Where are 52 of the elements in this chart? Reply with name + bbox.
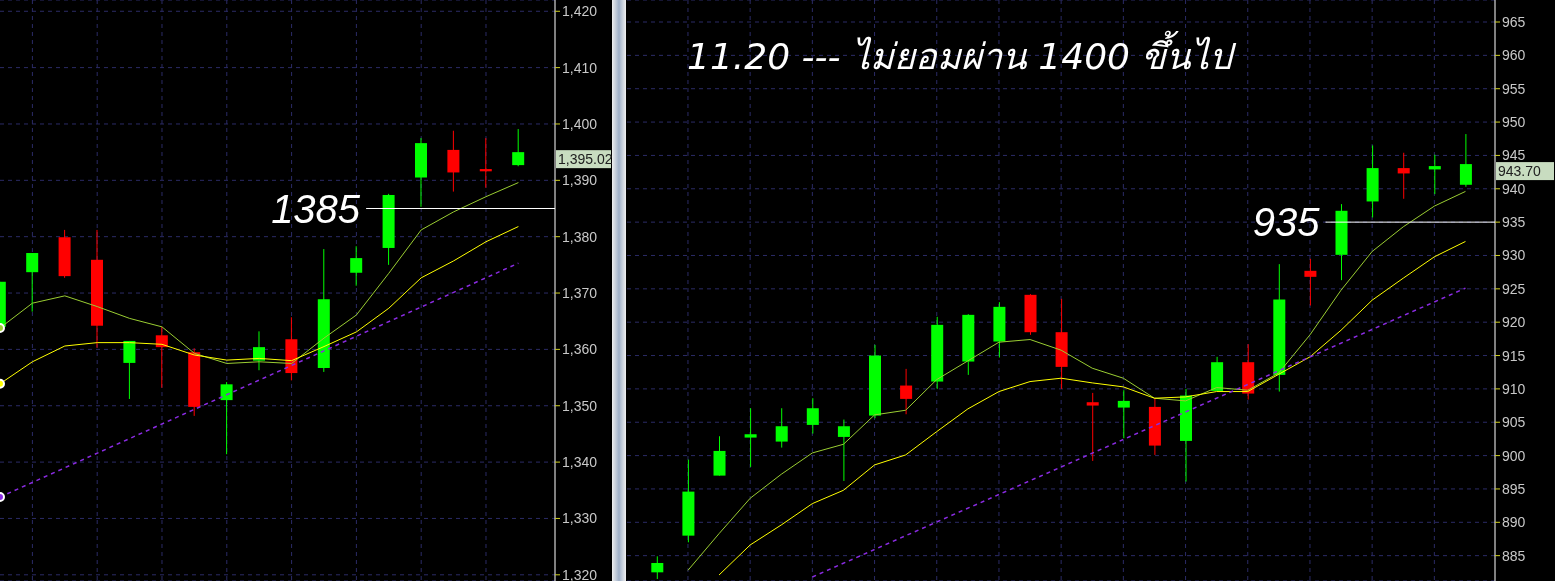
candlestick: [253, 330, 265, 371]
y-tick-label: 1,350: [562, 397, 598, 414]
y-tick-label: 1,390: [562, 172, 598, 189]
candlestick: [350, 245, 363, 287]
y-tick-label: 1,420: [562, 3, 598, 20]
y-tick-label: 960: [1502, 47, 1526, 64]
y-tick-label: 1,330: [562, 510, 598, 527]
candlestick: [1086, 392, 1099, 462]
y-tick-label: 885: [1502, 547, 1526, 564]
line-series: [687, 190, 1466, 571]
candlestick: [900, 368, 913, 415]
candlestick: [1397, 152, 1410, 200]
y-tick-label: 950: [1502, 114, 1526, 131]
y-tick-label: 920: [1502, 314, 1526, 331]
y-tick-label: 910: [1502, 380, 1526, 397]
y-tick-label: 935: [1502, 214, 1526, 231]
y-tick-label: 955: [1502, 80, 1526, 97]
text: 943.70: [1498, 163, 1542, 180]
candlestick: [651, 555, 664, 580]
y-tick-label: 925: [1502, 280, 1526, 297]
y-tick-label: 895: [1502, 480, 1526, 497]
candlestick: [806, 397, 819, 435]
candlestick: [447, 130, 460, 193]
candlestick: [775, 407, 788, 449]
candlestick: [220, 381, 233, 455]
y-tick-label: 1,380: [562, 228, 598, 245]
candlestick: [512, 128, 525, 167]
y-tick-label: 1,400: [562, 115, 598, 132]
y-tick-label: 915: [1502, 347, 1526, 364]
candlestick: [744, 407, 757, 468]
candlestick: [1428, 154, 1441, 195]
y-tick-label: 1,370: [562, 285, 598, 302]
candlestick: [1459, 133, 1472, 188]
candlestick: [837, 419, 850, 482]
candlestick: [1117, 389, 1130, 439]
y-tick-label: 900: [1502, 447, 1526, 464]
ref-line-label: 1385: [271, 186, 361, 231]
candlestick: [123, 340, 136, 400]
y-tick-label: 905: [1502, 414, 1526, 431]
ref-line-label: 935: [1252, 200, 1321, 245]
y-tick-label: 1,340: [562, 454, 598, 471]
y-tick-label: 1,360: [562, 341, 598, 358]
candlestick: [1304, 258, 1317, 307]
line-series: [718, 240, 1466, 576]
candlestick: [26, 252, 39, 313]
y-tick-label: 930: [1502, 247, 1526, 264]
y-tick-label: 1,410: [562, 59, 598, 76]
y-tick-label: 890: [1502, 514, 1526, 531]
y-tick-label: 965: [1502, 13, 1526, 30]
y-tick-label: 1,320: [562, 566, 598, 581]
y-tick-label: 945: [1502, 147, 1526, 164]
y-tick-label: 940: [1502, 180, 1526, 197]
